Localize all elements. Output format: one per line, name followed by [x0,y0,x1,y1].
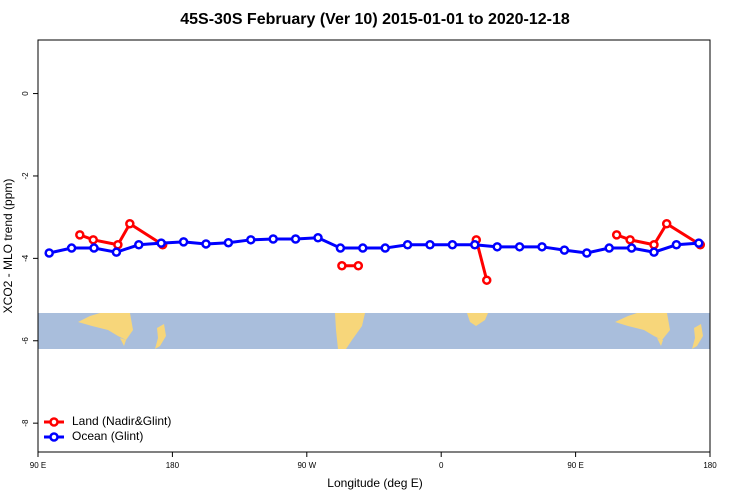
point [604,243,614,253]
point [611,230,622,240]
legend-label: Ocean (Glint) [72,429,143,443]
point [625,235,635,245]
point [649,240,659,250]
point [313,233,323,243]
point [353,261,364,271]
point [111,247,122,257]
x-tick-label: 180 [703,461,717,470]
point [125,219,135,229]
point [44,248,54,258]
point [113,240,123,250]
y-tick-label: -6 [21,337,30,345]
point [661,219,672,229]
point [425,240,435,250]
point [380,243,390,253]
x-tick-label: 180 [166,461,180,470]
point [246,235,256,245]
map-strip [38,313,710,349]
y-tick-label: 0 [21,91,30,96]
legend-marker [49,432,59,442]
point [671,240,682,250]
point [358,243,368,253]
point [694,238,704,248]
y-tick-label: -2 [21,172,30,180]
point [89,243,99,253]
point [492,242,502,252]
point [559,245,570,255]
legend-label: Land (Nadir&Glint) [72,414,171,428]
point [268,234,278,244]
point [88,235,99,245]
point [134,240,144,250]
x-tick-label: 0 [439,461,444,470]
y-tick-label: -8 [21,419,30,427]
point [337,261,347,271]
y-tick-label: -4 [21,254,30,262]
point [66,243,77,253]
point [335,243,346,253]
plot-frame [37,39,711,453]
point [201,239,211,249]
chart-title: 45S-30S February (Ver 10) 2015-01-01 to … [180,11,570,28]
point [447,240,458,250]
point [290,234,301,244]
point [156,238,166,248]
point [402,240,413,250]
point [626,243,637,253]
x-tick-label: 90 E [567,461,583,470]
point [537,242,547,252]
point [223,237,234,248]
point [75,230,85,240]
point [481,275,492,285]
x-axis-label: Longitude (deg E) [327,476,422,490]
point [470,240,480,250]
y-axis-label: XCO2 - MLO trend (ppm) [1,179,15,314]
series-line [48,236,699,255]
point [514,242,525,252]
point [582,248,592,258]
point [178,237,189,247]
x-tick-label: 90 E [30,461,46,470]
legend-marker [49,417,59,427]
x-tick-label: 90 W [297,461,316,470]
point [649,247,659,257]
